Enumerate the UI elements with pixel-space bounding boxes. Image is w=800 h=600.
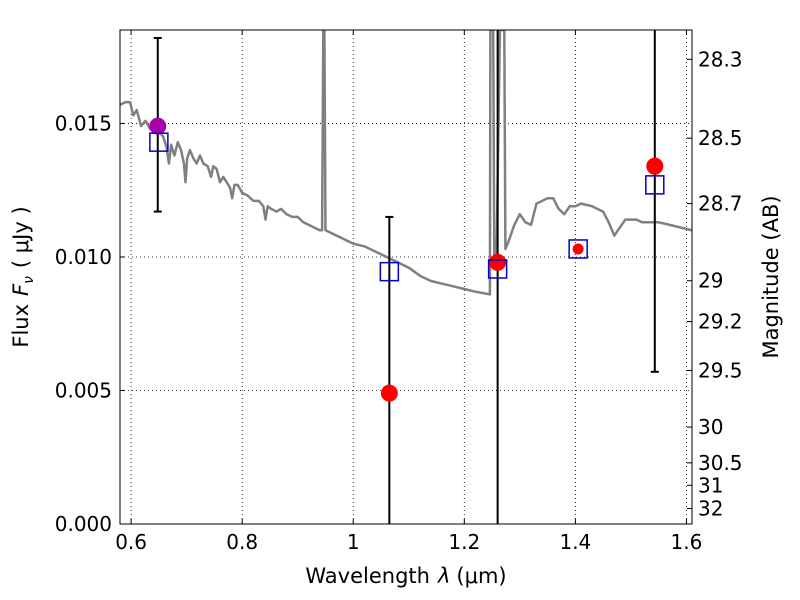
x-axis-symbol: λ (437, 564, 450, 588)
y-tick-label: 0.010 (55, 245, 112, 269)
x-tick-label: 0.6 (115, 530, 147, 554)
model-photometry-point (149, 132, 169, 152)
y2-tick-label: 30 (698, 415, 723, 439)
y2-tick-label: 31 (698, 473, 723, 497)
x-axis-unit: (μm) (456, 564, 506, 588)
model-photometry-point (645, 175, 665, 195)
x-axis-label: Wavelength λ (μm) (305, 564, 506, 588)
x-tick-label: 1.2 (448, 530, 480, 554)
y-tick-label: 0.015 (55, 111, 112, 135)
y-axis-label-text: Flux (9, 304, 33, 348)
observed-flux-point (646, 157, 664, 175)
model-photometry-point (379, 261, 400, 282)
observed-flux-point (380, 384, 398, 402)
y-tick-label: 0.000 (55, 512, 112, 536)
y2-axis-label: Magnitude (AB) (759, 195, 783, 358)
x-tick-label: 1.6 (671, 530, 703, 554)
y-axis-unit: ( μJy ) (9, 206, 33, 268)
y2-tick-label: 29.2 (698, 310, 743, 334)
x-tick-label: 1.4 (559, 530, 591, 554)
model-photometry-point (487, 259, 508, 279)
y2-tick-label: 29 (698, 269, 723, 293)
model-photometry-point (568, 239, 588, 259)
y-tick-label: 0.005 (55, 378, 112, 402)
y-axis-subscript: ν (21, 276, 37, 284)
axes: 0.6 0.8 1 1.2 1.4 1.6 0.000 0.005 0.010 0.015 28.3… (55, 30, 743, 554)
x-tick-label: 1 (347, 530, 360, 554)
y-axis-label: Flux Fν ( μJy ) (9, 206, 37, 347)
x-tick-label: 0.8 (226, 530, 258, 554)
x-axis-label-text: Wavelength (305, 564, 430, 588)
observed-flux-point (149, 117, 167, 135)
model-spectrum-line (120, 30, 692, 296)
y2-tick-label: 28.5 (698, 126, 743, 150)
y2-tick-label: 29.5 (698, 358, 743, 382)
y2-tick-label: 28.7 (698, 192, 743, 216)
y2-tick-label: 32 (698, 497, 723, 521)
y-axis-symbol: F (9, 283, 33, 296)
plot-frame (119, 29, 693, 525)
plot-area (120, 30, 692, 524)
observed-flux-point (489, 253, 507, 271)
y2-tick-label: 30.5 (698, 451, 743, 475)
y2-tick-label: 28.3 (698, 47, 743, 71)
grid (120, 30, 692, 524)
observed-flux-point (572, 243, 584, 255)
